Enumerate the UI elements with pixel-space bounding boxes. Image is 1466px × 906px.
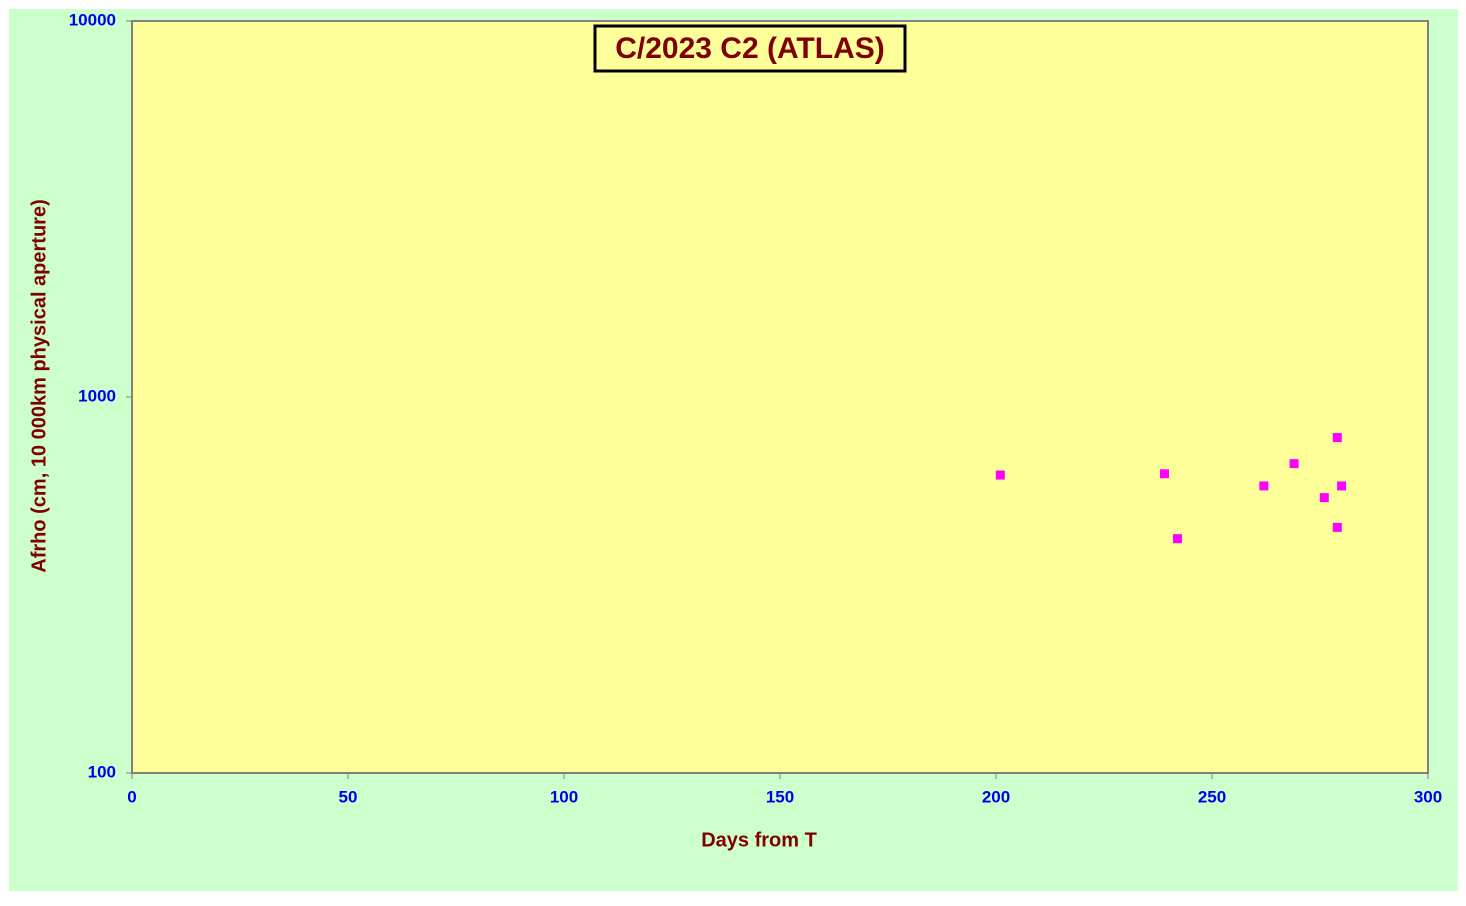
data-point — [1337, 481, 1347, 491]
data-point — [1159, 469, 1169, 479]
data-point — [1259, 481, 1269, 491]
y-tick-label: 1000 — [78, 386, 116, 405]
x-tick-label: 0 — [127, 787, 136, 806]
title-box — [593, 24, 907, 73]
chart-title: C/2023 C2 (ATLAS) — [615, 32, 885, 65]
y-tick-label: 10000 — [69, 10, 116, 29]
y-axis-label: Afrho (cm, 10 000km physical aperture) — [28, 199, 50, 572]
plot-area — [131, 20, 1429, 774]
y-tick-label: 100 — [88, 762, 116, 781]
data-point — [1332, 522, 1342, 532]
data-point — [1332, 433, 1342, 443]
x-tick-label: 50 — [339, 787, 358, 806]
x-tick-label: 200 — [982, 787, 1010, 806]
x-tick-label: 250 — [1198, 787, 1226, 806]
x-axis-label: Days from T — [701, 829, 817, 851]
data-point — [1289, 459, 1299, 469]
data-point — [1319, 493, 1329, 503]
x-tick-label: 150 — [766, 787, 794, 806]
data-point — [995, 470, 1005, 480]
x-tick-label: 300 — [1414, 787, 1442, 806]
x-tick-label: 100 — [550, 787, 578, 806]
data-point — [1172, 534, 1182, 544]
